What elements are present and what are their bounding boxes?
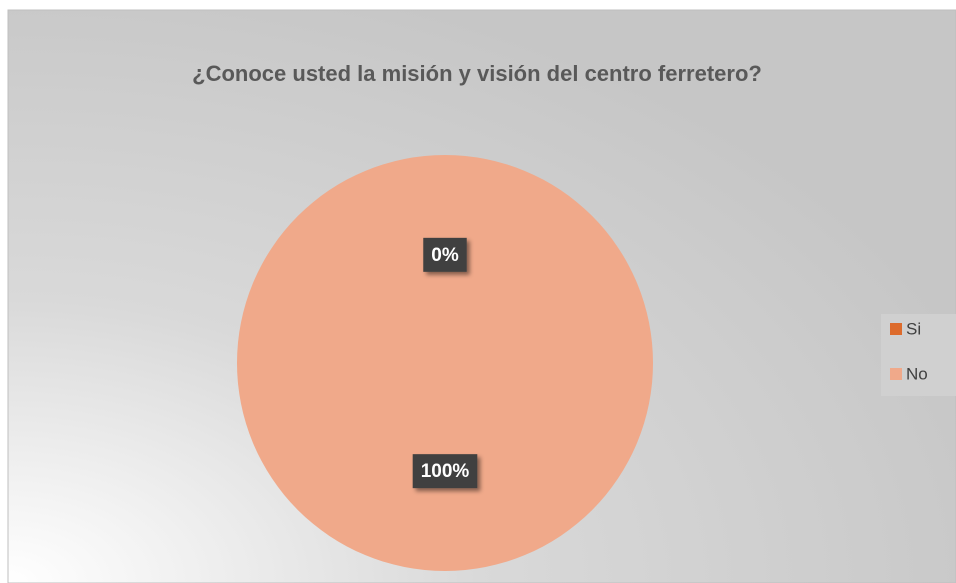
data-label-box <box>412 454 478 489</box>
chart-title: ¿Conoce usted la misión y visión del cen… <box>192 61 762 86</box>
data-label-group: 0% <box>423 237 467 272</box>
legend-swatch <box>890 323 902 335</box>
pie-slice <box>237 155 653 571</box>
legend-label: Si <box>906 319 921 338</box>
legend-swatch <box>890 368 902 380</box>
data-label-box <box>423 237 467 272</box>
data-label: 0% <box>431 245 459 266</box>
data-label: 100% <box>421 461 470 482</box>
legend-label: No <box>906 364 928 383</box>
data-label-group: 100% <box>412 454 478 489</box>
